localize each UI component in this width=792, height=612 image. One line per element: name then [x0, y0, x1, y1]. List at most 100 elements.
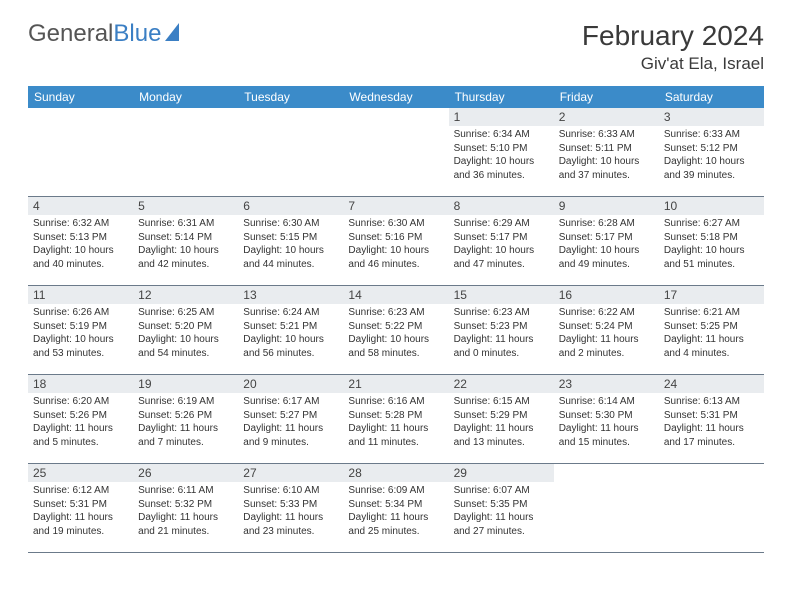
sunset-line: Sunset: 5:24 PM — [559, 320, 654, 334]
sunset-line: Sunset: 5:10 PM — [454, 142, 549, 156]
day-body: Sunrise: 6:22 AMSunset: 5:24 PMDaylight:… — [554, 304, 659, 364]
week-row: 18Sunrise: 6:20 AMSunset: 5:26 PMDayligh… — [28, 375, 764, 464]
sunrise-line: Sunrise: 6:20 AM — [33, 395, 128, 409]
day-body: Sunrise: 6:33 AMSunset: 5:11 PMDaylight:… — [554, 126, 659, 186]
sunrise-line: Sunrise: 6:30 AM — [243, 217, 338, 231]
sunrise-line: Sunrise: 6:09 AM — [348, 484, 443, 498]
day-number: 17 — [659, 286, 764, 304]
day-number: 13 — [238, 286, 343, 304]
day-body: Sunrise: 6:11 AMSunset: 5:32 PMDaylight:… — [133, 482, 238, 542]
sunrise-line: Sunrise: 6:27 AM — [664, 217, 759, 231]
weekday-header: Thursday — [449, 86, 554, 108]
day-body: Sunrise: 6:30 AMSunset: 5:16 PMDaylight:… — [343, 215, 448, 275]
logo: GeneralBlue — [28, 20, 179, 48]
day-number: 11 — [28, 286, 133, 304]
sunset-line: Sunset: 5:19 PM — [33, 320, 128, 334]
day-cell: 2Sunrise: 6:33 AMSunset: 5:11 PMDaylight… — [554, 108, 659, 196]
sunrise-line: Sunrise: 6:16 AM — [348, 395, 443, 409]
daylight-line: Daylight: 10 hours and 54 minutes. — [138, 333, 233, 360]
day-body: Sunrise: 6:24 AMSunset: 5:21 PMDaylight:… — [238, 304, 343, 364]
day-body: Sunrise: 6:07 AMSunset: 5:35 PMDaylight:… — [449, 482, 554, 542]
daylight-line: Daylight: 10 hours and 56 minutes. — [243, 333, 338, 360]
day-body: Sunrise: 6:17 AMSunset: 5:27 PMDaylight:… — [238, 393, 343, 453]
day-body: Sunrise: 6:09 AMSunset: 5:34 PMDaylight:… — [343, 482, 448, 542]
week-row: 4Sunrise: 6:32 AMSunset: 5:13 PMDaylight… — [28, 197, 764, 286]
sunrise-line: Sunrise: 6:34 AM — [454, 128, 549, 142]
daylight-line: Daylight: 11 hours and 9 minutes. — [243, 422, 338, 449]
sunset-line: Sunset: 5:29 PM — [454, 409, 549, 423]
day-cell: 8Sunrise: 6:29 AMSunset: 5:17 PMDaylight… — [449, 197, 554, 285]
sunset-line: Sunset: 5:11 PM — [559, 142, 654, 156]
day-cell: 9Sunrise: 6:28 AMSunset: 5:17 PMDaylight… — [554, 197, 659, 285]
sunset-line: Sunset: 5:31 PM — [664, 409, 759, 423]
day-number: 8 — [449, 197, 554, 215]
weeks-container: 1 Sunrise: 6:34 AMSunset: 5:10 PM Daylight… — [28, 108, 764, 553]
day-number: 25 — [28, 464, 133, 482]
day-cell: 14Sunrise: 6:23 AMSunset: 5:22 PMDayligh… — [343, 286, 448, 374]
day-number: 4 — [28, 197, 133, 215]
sunrise-line: Sunrise: 6:28 AM — [559, 217, 654, 231]
sunrise-line: Sunrise: 6:14 AM — [559, 395, 654, 409]
day-body: Sunrise: 6:13 AMSunset: 5:31 PMDaylight:… — [659, 393, 764, 453]
sunset-line: Sunset: 5:30 PM — [559, 409, 654, 423]
daylight-line: Daylight: 11 hours and 15 minutes. — [559, 422, 654, 449]
month-title: February 2024 — [582, 20, 764, 52]
weekday-header: Friday — [554, 86, 659, 108]
daylight-line: Daylight: 11 hours and 13 minutes. — [454, 422, 549, 449]
day-number: 3 — [659, 108, 764, 126]
day-body: Sunrise: 6:20 AMSunset: 5:26 PMDaylight:… — [28, 393, 133, 453]
sunset-line: Sunset: 5:15 PM — [243, 231, 338, 245]
sunset-line: Sunset: 5:34 PM — [348, 498, 443, 512]
day-body: Sunrise: 6:32 AMSunset: 5:13 PMDaylight:… — [28, 215, 133, 275]
day-number: 18 — [28, 375, 133, 393]
daylight-line: Daylight: 10 hours and 39 minutes. — [664, 155, 759, 182]
sunset-line: Sunset: 5:26 PM — [138, 409, 233, 423]
day-cell: 24Sunrise: 6:13 AMSunset: 5:31 PMDayligh… — [659, 375, 764, 463]
sunset-line: Sunset: 5:33 PM — [243, 498, 338, 512]
sunrise-line: Sunrise: 6:29 AM — [454, 217, 549, 231]
sunset-line: Sunset: 5:13 PM — [33, 231, 128, 245]
day-body: Sunrise: 6:21 AMSunset: 5:25 PMDaylight:… — [659, 304, 764, 364]
weekday-header: Saturday — [659, 86, 764, 108]
sunrise-line: Sunrise: 6:26 AM — [33, 306, 128, 320]
sunset-line: Sunset: 5:23 PM — [454, 320, 549, 334]
logo-text-blue: Blue — [113, 20, 161, 47]
daylight-line: Daylight: 11 hours and 17 minutes. — [664, 422, 759, 449]
day-body: Sunrise: 6:12 AMSunset: 5:31 PMDaylight:… — [28, 482, 133, 542]
sunset-line: Sunset: 5:31 PM — [33, 498, 128, 512]
day-body: Sunrise: 6:15 AMSunset: 5:29 PMDaylight:… — [449, 393, 554, 453]
sunrise-line: Sunrise: 6:21 AM — [664, 306, 759, 320]
day-body: Sunrise: 6:28 AMSunset: 5:17 PMDaylight:… — [554, 215, 659, 275]
daylight-line: Daylight: 10 hours and 49 minutes. — [559, 244, 654, 271]
day-number: 29 — [449, 464, 554, 482]
sunset-line: Sunset: 5:28 PM — [348, 409, 443, 423]
sunset-line: Sunset: 5:25 PM — [664, 320, 759, 334]
daylight-line: Daylight: 11 hours and 11 minutes. — [348, 422, 443, 449]
day-cell: 10Sunrise: 6:27 AMSunset: 5:18 PMDayligh… — [659, 197, 764, 285]
logo-text-general: General — [28, 20, 113, 47]
day-body: Sunrise: 6:30 AMSunset: 5:15 PMDaylight:… — [238, 215, 343, 275]
day-cell: 19Sunrise: 6:19 AMSunset: 5:26 PMDayligh… — [133, 375, 238, 463]
day-cell: 13Sunrise: 6:24 AMSunset: 5:21 PMDayligh… — [238, 286, 343, 374]
sunrise-line: Sunrise: 6:19 AM — [138, 395, 233, 409]
day-cell: 7Sunrise: 6:30 AMSunset: 5:16 PMDaylight… — [343, 197, 448, 285]
day-body: Sunrise: 6:19 AMSunset: 5:26 PMDaylight:… — [133, 393, 238, 453]
day-number: 19 — [133, 375, 238, 393]
weekday-header-row: Sunday Monday Tuesday Wednesday Thursday… — [28, 86, 764, 108]
sunrise-line: Sunrise: 6:15 AM — [454, 395, 549, 409]
day-body: Sunrise: 6:23 AMSunset: 5:23 PMDaylight:… — [449, 304, 554, 364]
day-number: 10 — [659, 197, 764, 215]
daylight-line: Daylight: 11 hours and 2 minutes. — [559, 333, 654, 360]
day-cell: 27Sunrise: 6:10 AMSunset: 5:33 PMDayligh… — [238, 464, 343, 552]
daylight-line: Daylight: 10 hours and 51 minutes. — [664, 244, 759, 271]
calendar: Sunday Monday Tuesday Wednesday Thursday… — [28, 86, 764, 553]
day-number: 27 — [238, 464, 343, 482]
daylight-line: Daylight: 10 hours and 46 minutes. — [348, 244, 443, 271]
day-number: 15 — [449, 286, 554, 304]
day-number: 1 — [449, 108, 554, 126]
sunset-line: Sunset: 5:27 PM — [243, 409, 338, 423]
daylight-line: Daylight: 11 hours and 19 minutes. — [33, 511, 128, 538]
day-number: 7 — [343, 197, 448, 215]
day-cell: 18Sunrise: 6:20 AMSunset: 5:26 PMDayligh… — [28, 375, 133, 463]
sunrise-line: Sunrise: 6:32 AM — [33, 217, 128, 231]
